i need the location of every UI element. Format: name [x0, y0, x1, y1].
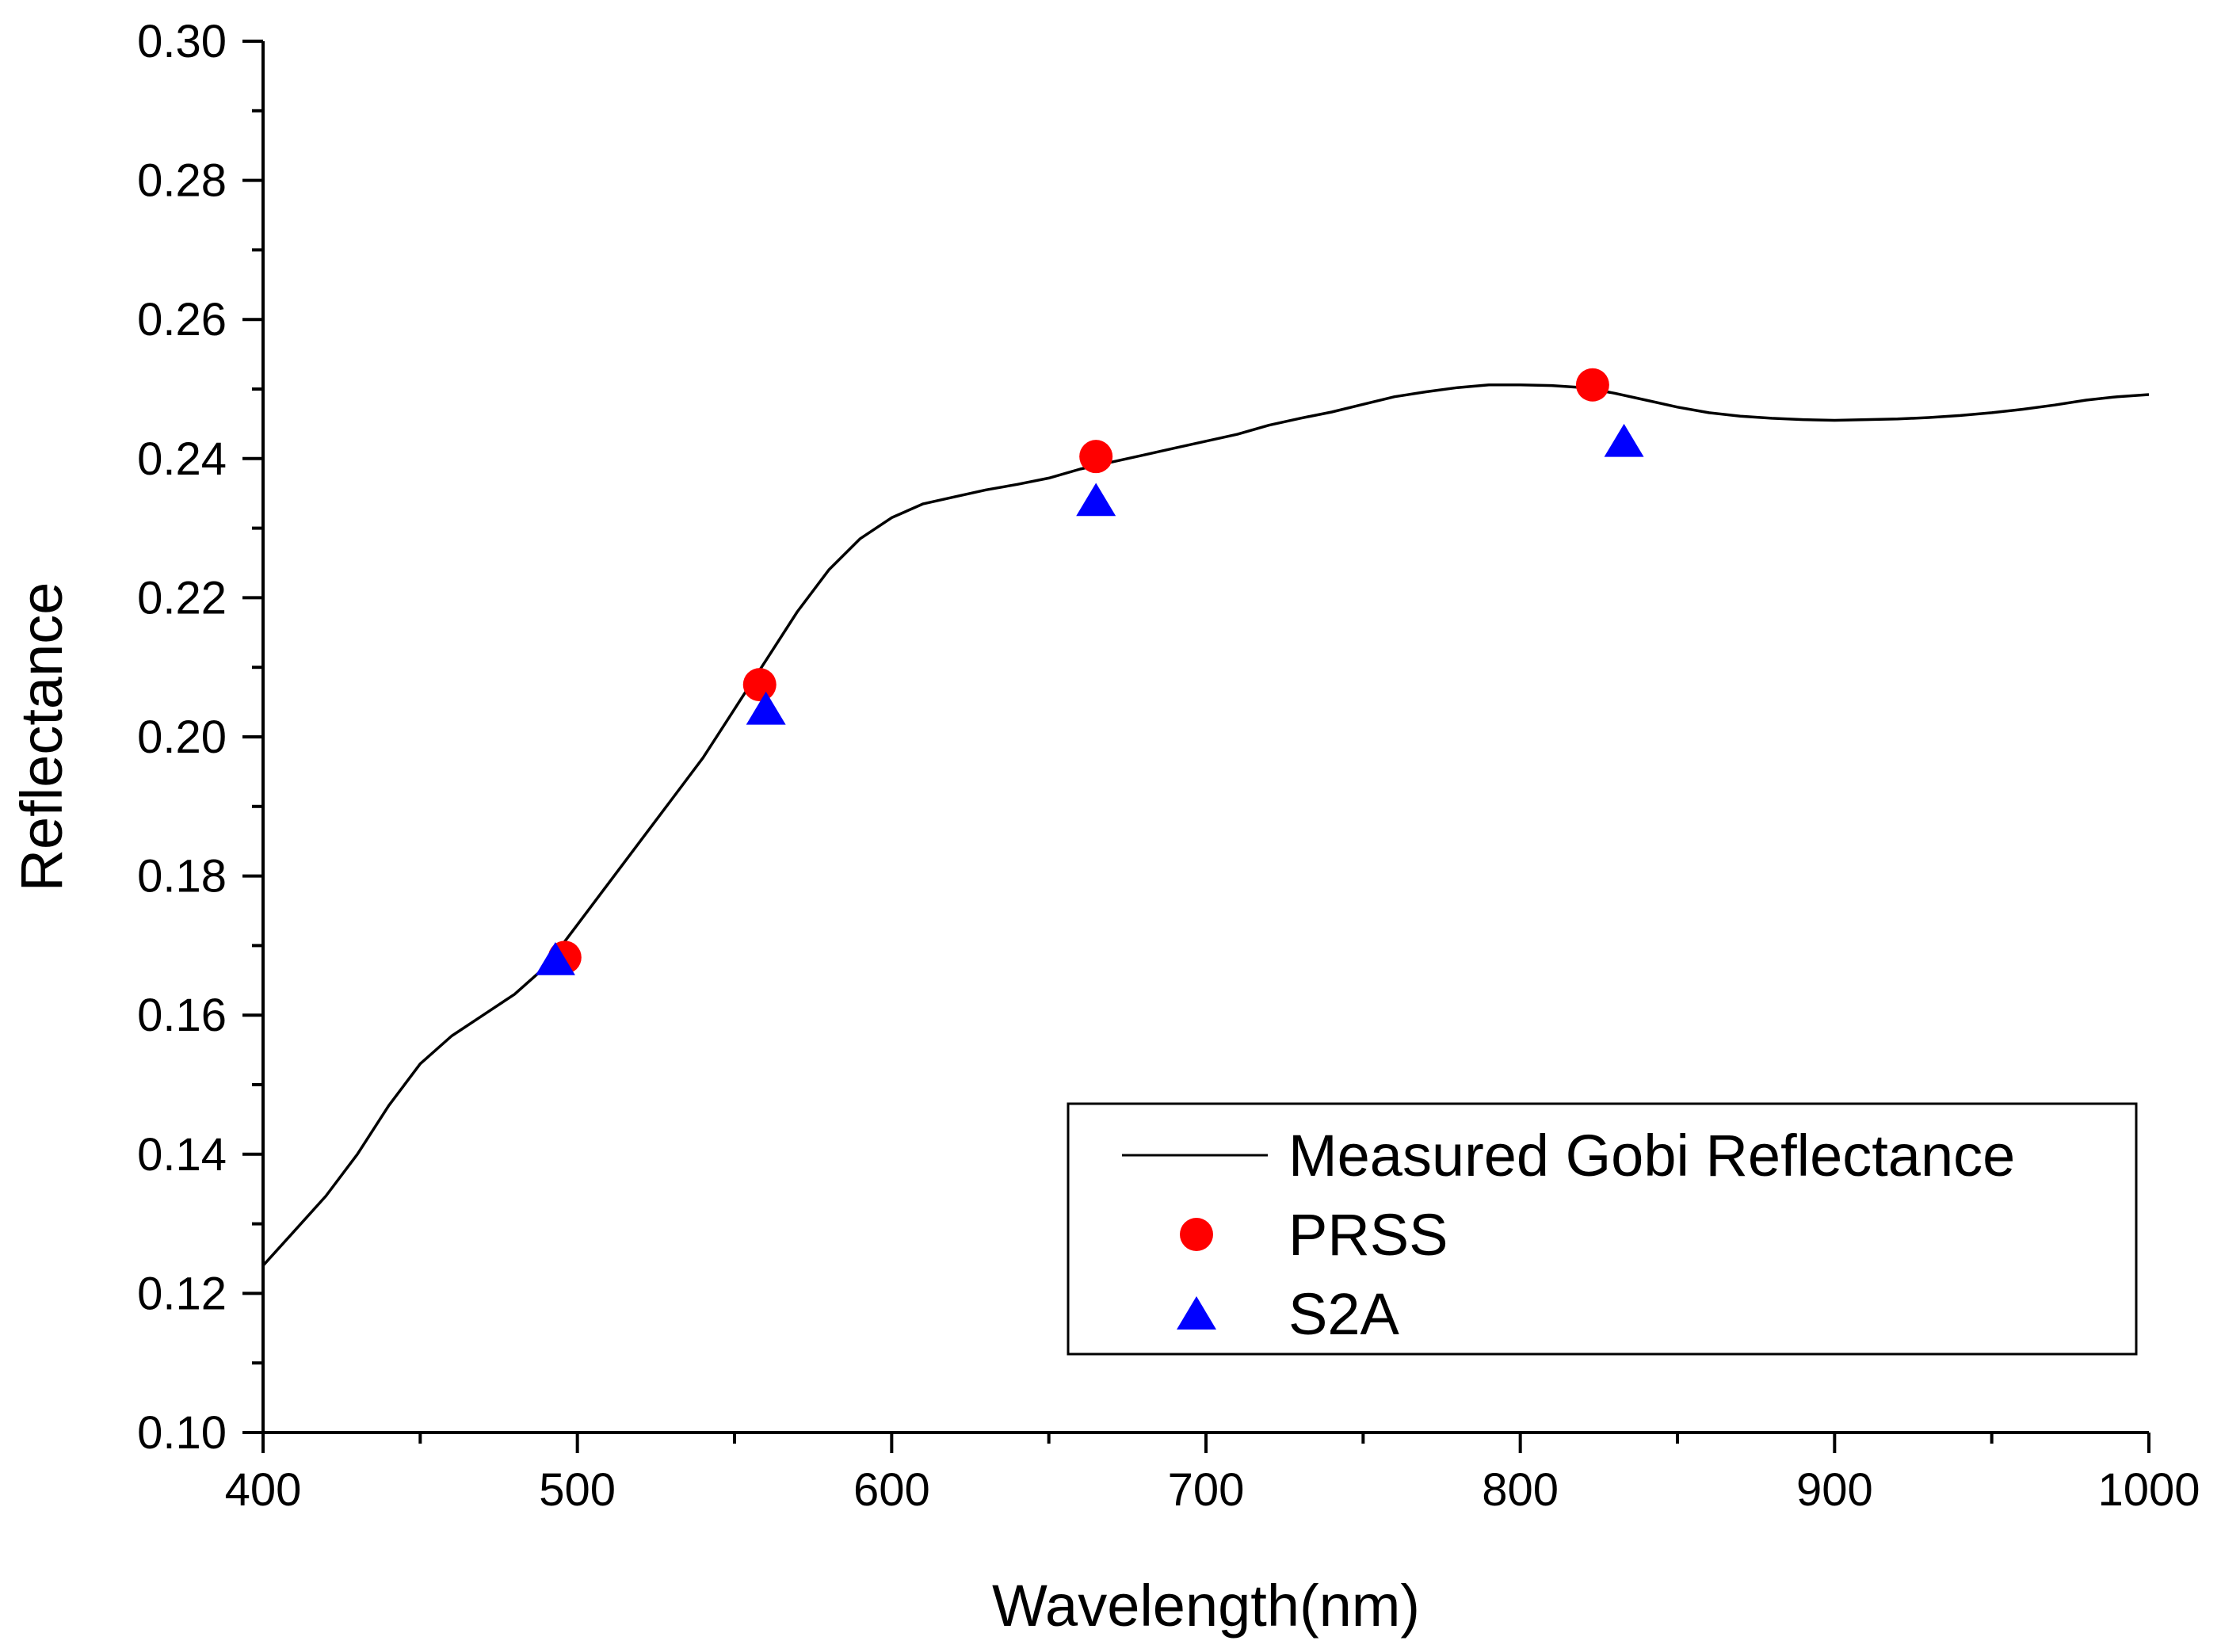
- y-tick-label: 0.18: [137, 851, 227, 902]
- prss-point: [742, 668, 777, 702]
- prss-point: [1079, 440, 1113, 474]
- legend: Measured Gobi Reflectance PRSS S2A: [1067, 1102, 2138, 1356]
- y-axis-title: Reflectance: [9, 582, 74, 892]
- y-tick-label: 0.26: [137, 294, 227, 345]
- x-tick-label: 700: [1168, 1464, 1245, 1516]
- legend-box: [1067, 1102, 2138, 1356]
- y-tick-label: 0.22: [137, 572, 227, 624]
- y-tick-label: 0.14: [137, 1129, 227, 1181]
- y-tick-label: 0.12: [137, 1268, 227, 1319]
- s2a-point: [1076, 483, 1116, 517]
- x-axis: 400 500 600 700 800 900 1000: [225, 1431, 2200, 1516]
- s2a-point: [1604, 423, 1644, 457]
- s2a-point: [746, 691, 786, 725]
- legend-triangle-swatch: [1177, 1296, 1216, 1330]
- series-layer: [261, 368, 2150, 1267]
- s2a-point: [535, 941, 575, 975]
- x-axis-title: Wavelength(nm): [992, 1573, 1420, 1639]
- prss-point: [1575, 368, 1609, 402]
- y-axis: 0.10 0.12 0.14 0.16 0.18 0.20 0.22 0.24 0.26 0.28…: [137, 16, 265, 1459]
- legend-label-s2a: S2A: [1288, 1281, 1400, 1347]
- y-tick-label: 0.24: [137, 433, 227, 485]
- legend-label-prss: PRSS: [1288, 1202, 1448, 1268]
- y-tick-label: 0.28: [137, 155, 227, 207]
- y-tick-label: 0.30: [137, 16, 227, 67]
- legend-circle-swatch: [1180, 1218, 1213, 1251]
- x-tick-label: 400: [225, 1464, 302, 1516]
- legend-label-measured: Measured Gobi Reflectance: [1288, 1123, 2015, 1188]
- x-tick-label: 900: [1796, 1464, 1873, 1516]
- series-line-measured: [261, 383, 2150, 1267]
- x-tick-label: 500: [539, 1464, 616, 1516]
- y-tick-label: 0.20: [137, 712, 227, 763]
- x-tick-label: 600: [853, 1464, 930, 1516]
- x-tick-label: 800: [1482, 1464, 1559, 1516]
- x-tick-label: 1000: [2097, 1464, 2200, 1516]
- y-tick-label: 0.16: [137, 990, 227, 1041]
- y-tick-label: 0.10: [137, 1407, 227, 1459]
